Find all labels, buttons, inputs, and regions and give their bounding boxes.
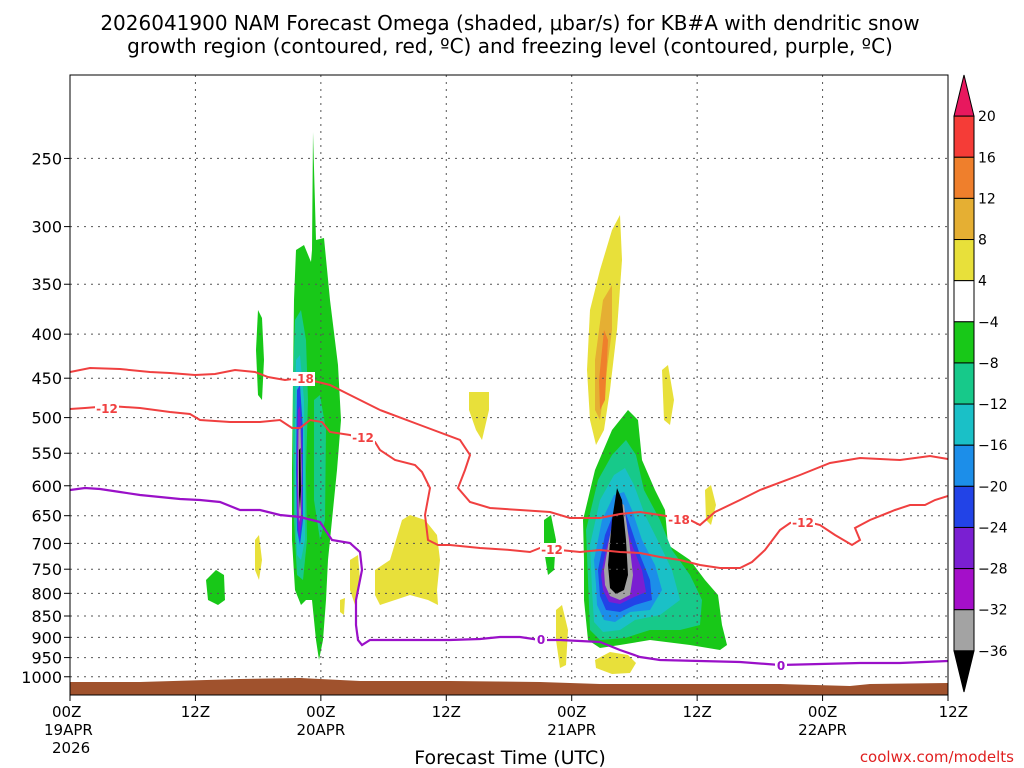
y-tick-label: 300 [31,218,62,237]
colorbar-label: −36 [978,644,1008,660]
y-tick-label: 450 [31,369,62,388]
colorbar-swatch [953,650,975,693]
colorbar-swatch [953,156,975,199]
colorbar-label: −4 [978,315,999,331]
contour-label: -12 [96,402,118,416]
colorbar-swatch [953,526,975,570]
x-tick-label: 00Z [52,703,81,721]
x-tick-date: 19APR [44,721,93,739]
colorbar-label: −20 [978,479,1008,495]
colorbar-swatch [953,280,975,323]
y-tick-label: 400 [31,325,62,344]
omega-area [255,535,262,580]
colorbar-label: −32 [978,603,1008,619]
chart-title-line2: growth region (contoured, red, ºC) and f… [127,34,893,58]
colorbar-swatch [953,444,975,487]
chart-title-line1: 2026041900 NAM Forecast Omega (shaded, μ… [100,11,919,35]
y-tick-label: 950 [31,649,62,668]
y-tick-label: 1000 [21,668,62,687]
contour-label: 0 [777,659,785,673]
y-tick-label: 800 [31,584,62,603]
contour-minus12 [70,404,948,569]
colorbar-swatch [953,239,975,282]
x-tick-label: 12Z [939,703,968,721]
omega-area [556,605,568,668]
x-tick-label: 12Z [682,703,711,721]
colorbar-label: 16 [978,150,996,166]
omega-area [595,652,636,674]
omega-area [340,598,345,615]
x-tick-date: 21APR [547,721,596,739]
x-tick-label: 12Z [432,703,461,721]
colorbar-label: −16 [978,438,1008,454]
omega-area [375,515,440,605]
x-tick-date: 22APR [798,721,847,739]
grid [70,75,948,695]
x-axis-label: Forecast Time (UTC) [414,747,605,768]
colorbar-label: −28 [978,562,1008,578]
omega-area [299,448,301,510]
x-tick-date: 20APR [296,721,345,739]
y-axis: 250 300 350 400 450 500 550 600 650 700 750 800 850 9… [21,149,70,687]
dendritic-contours [70,366,948,569]
omega-area [314,395,326,540]
colorbar-label: −8 [978,356,999,372]
colorbar: 20 16 12 8 4 −4 −8 −12 −16 −20 −24 −28 −32 −36 [953,74,1008,693]
contour-label: 0 [537,633,545,647]
x-tick-label: 00Z [306,703,335,721]
omega-area [705,485,716,525]
y-tick-label: 500 [31,409,62,428]
x-tick-label: 00Z [808,703,837,721]
colorbar-swatch [953,568,975,611]
contour-freezing [70,486,948,667]
colorbar-swatch [953,403,975,446]
x-tick-label: 00Z [557,703,586,721]
y-tick-label: 650 [31,507,62,526]
x-tick-label: 12Z [181,703,210,721]
colorbar-swatch [953,609,975,652]
contour-labels: -18 -18 -12 -12 -12 -12 0 0 [95,372,815,673]
plot-frame [69,74,949,696]
colorbar-label: 12 [978,191,996,207]
contour-minus18 [70,366,948,527]
colorbar-swatch [953,321,975,364]
colorbar-label: −24 [978,520,1008,536]
credit-text: coolwx.com/modelts [860,748,1014,766]
omega-area [599,330,608,410]
contour-label: -12 [792,516,814,530]
colorbar-swatch [953,115,975,158]
contour-label: -18 [668,513,690,527]
y-tick-label: 600 [31,477,62,496]
omega-shading [206,132,727,674]
x-tick-year: 2026 [52,739,90,757]
omega-area [469,392,489,440]
omega-area [350,555,360,605]
y-tick-label: 550 [31,444,62,463]
colorbar-swatch [953,74,975,117]
y-tick-label: 250 [31,149,62,168]
y-tick-label: 750 [31,560,62,579]
y-tick-label: 900 [31,628,62,647]
colorbar-label: 8 [978,233,987,249]
contour-label: -12 [541,543,563,557]
colorbar-label: 20 [978,109,996,125]
y-tick-label: 700 [31,534,62,553]
omega-area [206,570,225,605]
colorbar-swatch [953,197,975,241]
y-tick-label: 350 [31,275,62,294]
colorbar-swatch [953,362,975,405]
omega-area [256,310,264,400]
colorbar-swatch [953,485,975,528]
contour-label: -12 [352,431,374,445]
colorbar-label: −12 [978,397,1008,413]
colorbar-label: 4 [978,274,987,290]
contour-label: -18 [292,372,314,386]
terrain [70,678,948,695]
y-tick-label: 850 [31,607,62,626]
omega-area [662,365,674,425]
